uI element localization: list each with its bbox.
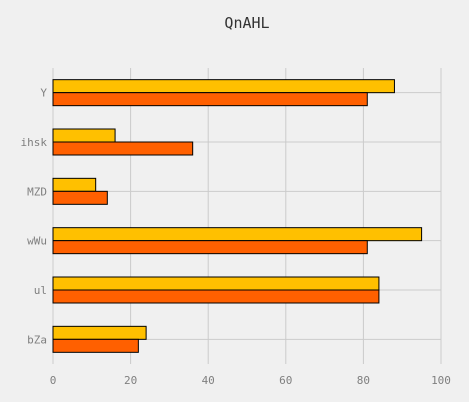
x-tick-label: 40: [202, 374, 215, 387]
bar-bZa-series-1: [52, 325, 147, 340]
bar-MZD-series-2: [52, 190, 108, 205]
y-tick-label: bZa: [27, 333, 47, 346]
bar-ul-series-2: [52, 289, 380, 304]
x-tick-label: 80: [357, 374, 370, 387]
x-tick-label: 20: [124, 374, 137, 387]
bars: [52, 79, 423, 353]
y-tick-label: Y: [40, 87, 47, 100]
bar-ul-series-1: [52, 276, 380, 291]
y-tick-label: ul: [34, 284, 47, 297]
bar-MZD-series-1: [52, 177, 97, 192]
bar-bZa-series-2: [52, 338, 139, 353]
y-tick-label: MZD: [27, 185, 47, 198]
bar-ihsk-series-2: [52, 141, 194, 156]
x-tick-label: 0: [50, 374, 57, 387]
y-tick-label: wWu: [27, 235, 47, 248]
bar-wWu-series-1: [52, 227, 423, 242]
y-tick-label: ihsk: [21, 136, 48, 149]
bar-ihsk-series-1: [52, 128, 116, 143]
bar-Y-series-1: [52, 79, 395, 94]
bar-Y-series-2: [52, 92, 368, 107]
grid: [52, 68, 442, 364]
bar-wWu-series-2: [52, 240, 368, 255]
chart-title: QnAHL: [224, 14, 269, 32]
x-tick-label: 60: [279, 374, 292, 387]
x-tick-label: 100: [431, 374, 451, 387]
